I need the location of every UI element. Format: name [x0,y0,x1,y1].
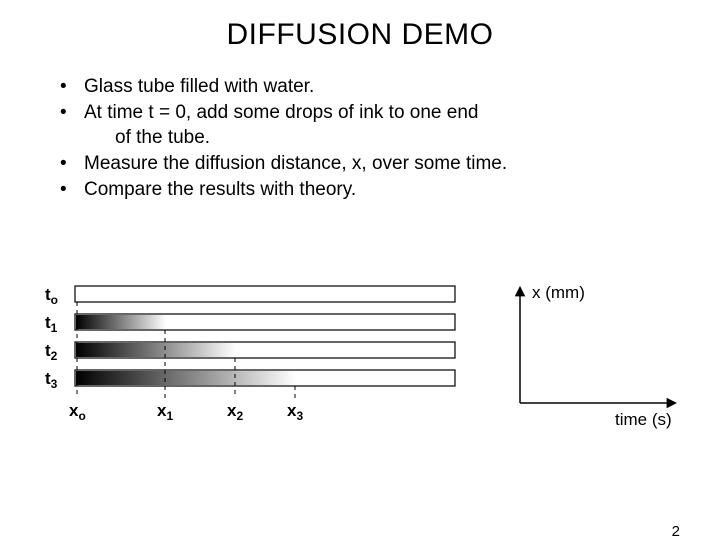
svg-text:x3: x3 [287,401,303,423]
svg-text:x2: x2 [227,401,243,423]
bullet-dot: • [60,151,84,177]
bullet-dot: • [60,74,84,100]
svg-text:t3: t3 [45,369,58,391]
page-number: 2 [672,523,680,540]
svg-text:time (s): time (s) [615,410,672,429]
bullet-item: • Measure the diffusion distance, x, ove… [60,151,720,177]
bullet-item: • Compare the results with theory. [60,177,720,203]
slide-title: DIFFUSION DEMO [0,18,720,52]
bullet-dot: • [60,100,84,126]
bullet-item: • Glass tube filled with water. [60,74,720,100]
svg-text:t2: t2 [45,341,58,363]
bullet-text: At time t = 0, add some drops of ink to … [84,100,478,126]
bullet-text: Glass tube filled with water. [84,74,314,100]
bullet-item: • At time t = 0, add some drops of ink t… [60,100,720,126]
diffusion-diagram: to t1 t2 t3 xo x1 x2 x3 x (mm) time (s) [40,278,680,478]
svg-text:xo: xo [69,401,86,423]
svg-text:to: to [45,285,58,307]
svg-text:t1: t1 [45,313,58,335]
svg-text:x1: x1 [157,401,173,423]
bullet-dot: • [60,177,84,203]
svg-text:x (mm): x (mm) [532,283,585,302]
bullet-text: Compare the results with theory. [84,177,356,203]
bullet-list: • Glass tube filled with water. • At tim… [60,74,720,202]
bullet-text: Measure the diffusion distance, x, over … [84,151,507,177]
bullet-continuation: of the tube. [115,125,720,151]
